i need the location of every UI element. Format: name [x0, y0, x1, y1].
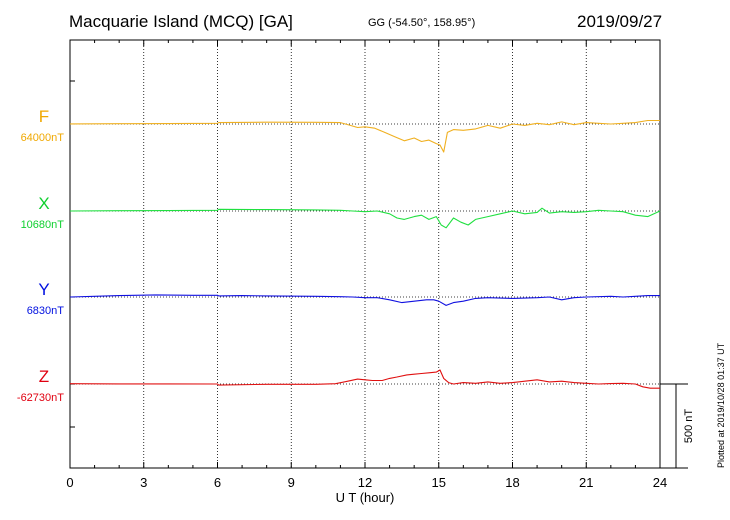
x-tick-label: 3 — [140, 475, 147, 490]
series-label-f: F — [39, 107, 49, 126]
grid-lines — [70, 40, 660, 468]
series-line-x — [69, 207, 661, 229]
series-label-y: Y — [38, 280, 49, 299]
baseline-value-x: 10680nT — [21, 219, 65, 231]
station-title: Macquarie Island (MCQ) [GA] — [69, 12, 293, 31]
x-tick-label: 24 — [653, 475, 667, 490]
baseline-value-f: 64000nT — [21, 132, 65, 144]
x-tick-label: 6 — [214, 475, 221, 490]
date-label: 2019/09/27 — [577, 12, 663, 31]
series-line-f — [69, 119, 660, 153]
scale-bar: 500 nT — [660, 383, 695, 469]
baseline-value-z: -62730nT — [17, 392, 64, 404]
scale-bar-label: 500 nT — [683, 409, 695, 444]
x-tick-label: 9 — [288, 475, 295, 490]
baseline-value-y: 6830nT — [27, 305, 65, 317]
x-tick-label: 12 — [358, 475, 372, 490]
x-tick-label: 21 — [579, 475, 593, 490]
x-axis: 0 3 6 9 12 15 18 21 24 — [66, 40, 667, 490]
series-layer: F 64000nT X 10680nT Y 6830nT Z -62730nT — [17, 107, 661, 404]
station-coordinates: GG (-54.50°, 158.95°) — [368, 17, 476, 29]
x-tick-label: 15 — [432, 475, 446, 490]
series-line-z — [69, 369, 660, 389]
x-tick-label: 0 — [66, 475, 73, 490]
x-tick-label: 18 — [505, 475, 519, 490]
series-line-y — [69, 294, 660, 306]
series-label-x: X — [38, 194, 49, 213]
series-label-z: Z — [39, 367, 49, 386]
x-axis-label: U T (hour) — [336, 490, 395, 505]
